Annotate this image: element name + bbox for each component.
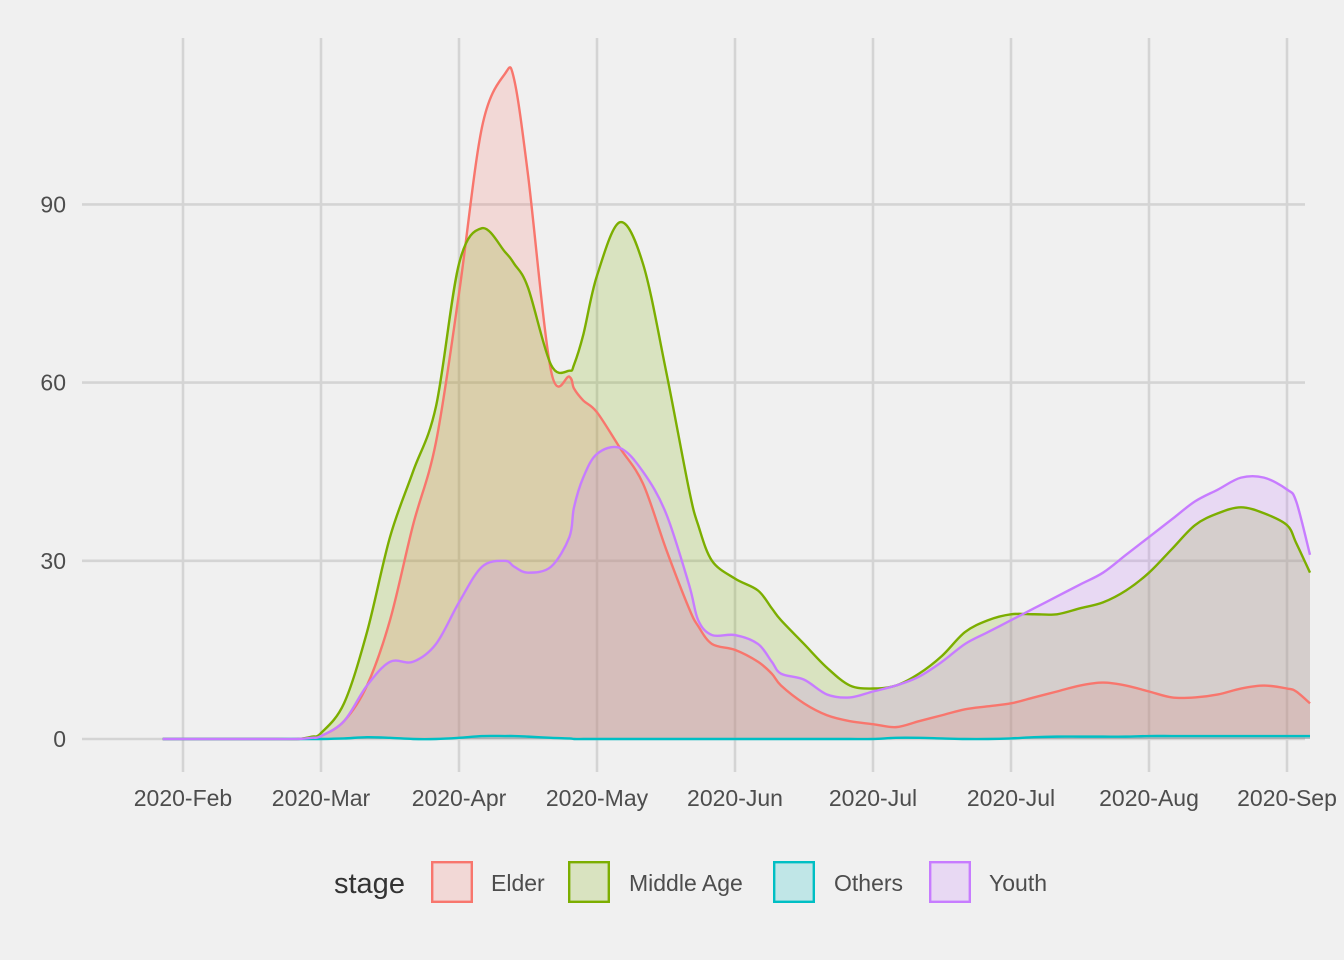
x-tick-label: 2020-Jun	[687, 785, 783, 811]
x-tick-label: 2020-Sep	[1237, 785, 1337, 811]
y-tick-label: 30	[40, 548, 66, 574]
x-tick-label: 2020-Mar	[272, 785, 371, 811]
legend-key-elder	[431, 861, 474, 904]
legend-key-bg-elder	[431, 861, 473, 903]
y-tick-label: 60	[40, 370, 66, 396]
x-tick-label: 2020-Feb	[134, 785, 232, 811]
line-others	[162, 734, 1310, 741]
line-middle-age	[162, 221, 1312, 741]
y-tick-labels: 0 30 60 90	[40, 191, 66, 752]
legend-key-middle-age	[568, 861, 611, 904]
y-tick-label: 0	[53, 726, 66, 752]
x-tick-label: 2020-Aug	[1099, 785, 1199, 811]
legend-key-bg-youth	[929, 861, 971, 903]
x-tick-label: 2020-May	[546, 785, 649, 811]
x-tick-labels: 2020-Feb 2020-Mar 2020-Apr 2020-May 2020-Jun…	[134, 785, 1337, 811]
area-youth	[162, 446, 1310, 740]
legend-title: stage	[334, 868, 405, 900]
legend-label-elder: Elder	[491, 870, 545, 896]
area-elder	[162, 67, 1310, 740]
x-tick-label: 2020-Jul	[829, 785, 917, 811]
x-tick-label: 2020-Apr	[412, 785, 507, 811]
legend-key-others	[773, 861, 816, 904]
legend-label-middle-age: Middle Age	[629, 870, 743, 896]
line-youth	[162, 445, 1312, 741]
legend: stage Elder Middle Age Others Youth	[334, 861, 1047, 904]
x-gridlines	[181, 38, 1289, 772]
series-lines	[162, 66, 1312, 741]
legend-label-others: Others	[834, 870, 903, 896]
x-tick-label: 2020-Jul	[967, 785, 1055, 811]
legend-key-bg-others	[773, 861, 815, 903]
legend-key-bg-middle-age	[568, 861, 610, 903]
legend-key-youth	[929, 861, 972, 904]
legend-label-youth: Youth	[989, 870, 1047, 896]
series-areas	[162, 67, 1310, 740]
y-tick-label: 90	[40, 191, 66, 217]
